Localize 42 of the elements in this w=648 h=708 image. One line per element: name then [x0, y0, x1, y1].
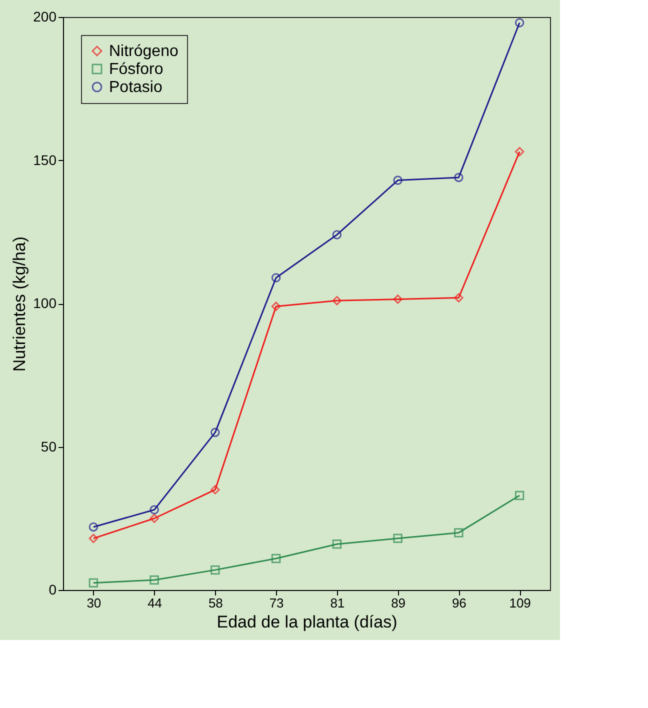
point	[88, 578, 98, 588]
point	[514, 147, 524, 156]
point	[150, 505, 159, 514]
point	[332, 296, 342, 306]
point	[271, 273, 281, 282]
point	[210, 485, 220, 494]
x-tick-label: 89	[391, 596, 406, 610]
point	[393, 176, 402, 185]
point	[514, 490, 524, 500]
y-tick-label: 50	[40, 438, 57, 454]
point	[88, 534, 98, 544]
y-tick-label: 200	[33, 8, 57, 24]
x-axis-title: Edad de la planta (días)	[216, 612, 398, 632]
legend-label: Fósforo	[109, 61, 164, 78]
point	[393, 534, 402, 544]
x-tick-label: 44	[148, 596, 162, 610]
point	[210, 428, 220, 438]
point	[271, 302, 281, 311]
x-tick-label: 30	[86, 596, 102, 610]
point	[210, 565, 220, 575]
point	[454, 528, 464, 538]
x-tick-label: 73	[269, 596, 284, 610]
x-tick-label: 58	[208, 596, 223, 610]
y-tick-label: 150	[33, 152, 57, 168]
point	[454, 293, 464, 302]
point	[271, 554, 281, 564]
legend-label: Nitrógeno	[109, 43, 178, 60]
point	[514, 18, 524, 28]
point	[332, 540, 342, 549]
point	[150, 575, 159, 585]
x-tick-label: 81	[330, 596, 345, 610]
point	[150, 514, 159, 523]
legend-label: Potasio	[109, 79, 162, 96]
point	[88, 522, 98, 532]
y-axis-title: Nutrientes (kg/ha)	[10, 236, 30, 372]
y-tick-label: 0	[48, 582, 57, 598]
y-tick-label: 100	[33, 295, 57, 311]
point	[393, 294, 402, 304]
point	[332, 230, 342, 240]
x-tick-label: 109	[509, 596, 531, 610]
point	[454, 172, 464, 182]
x-tick-label: 96	[452, 596, 466, 610]
